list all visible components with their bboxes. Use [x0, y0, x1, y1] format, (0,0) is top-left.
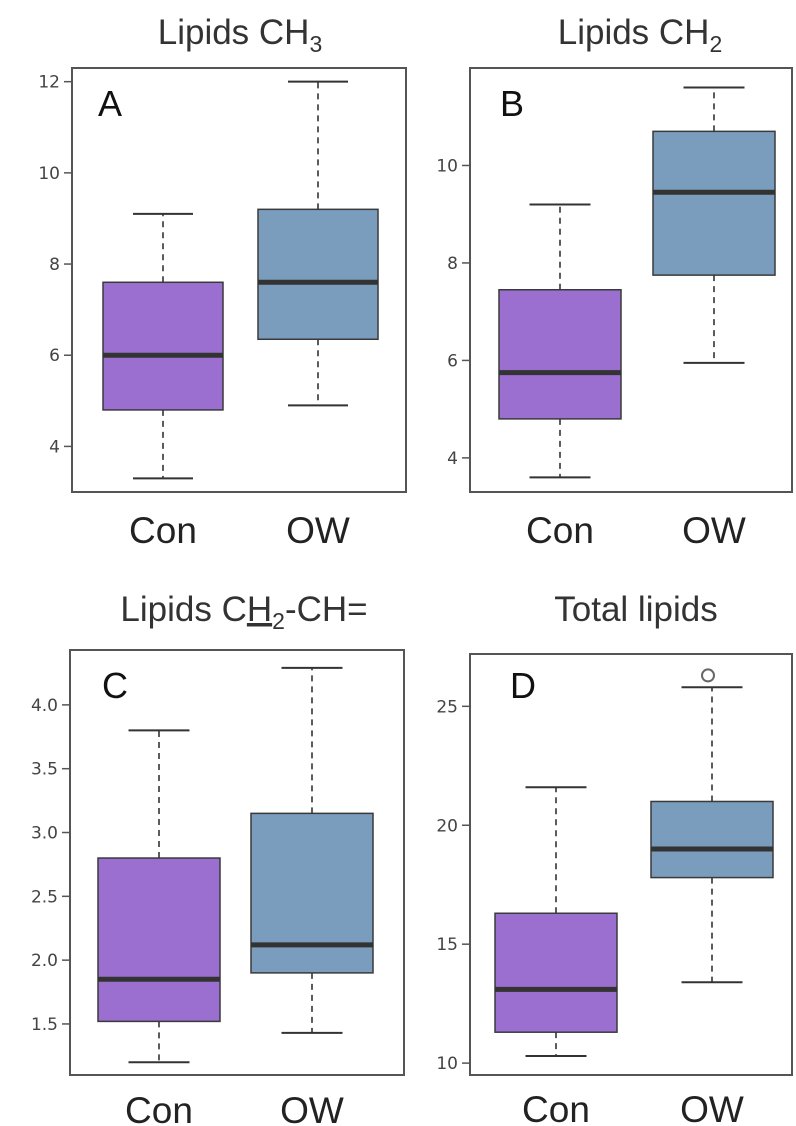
panel-title: Lipids CH2: [558, 13, 723, 57]
category-label: Con: [526, 510, 594, 551]
category-label: OW: [682, 510, 746, 551]
panel-c: Lipids CH2-CH= C 1.5 2.0 2.5 3.0 3.5 4.0 Con OW: [31, 590, 405, 1126]
box-ow: [650, 668, 774, 984]
iqr-box: [102, 281, 224, 411]
panel-b: Lipids CH2 B 4 6 8 10 Con OW: [436, 13, 793, 551]
plot-frame: [71, 67, 407, 493]
iqr-box: [257, 208, 379, 341]
y-tick-label: 3.0: [31, 824, 58, 844]
title-subscript: 2: [272, 608, 285, 634]
panel-title: Lipids CH2-CH=: [120, 590, 367, 634]
y-tick-label: 8: [447, 254, 458, 274]
plot-frame: [469, 67, 793, 493]
y-tick-label: 6: [49, 346, 60, 366]
y-tick-label: 6: [447, 351, 458, 371]
category-label: OW: [280, 1090, 344, 1126]
plot-frame: [69, 649, 405, 1076]
panel-d: Total lipids D 10 15 20 25 Con OW: [436, 590, 793, 1126]
category-label: Con: [522, 1089, 590, 1126]
y-tick-label: 2.0: [31, 951, 58, 971]
box-ow: [257, 80, 379, 407]
y-tick-label: 25: [436, 697, 458, 717]
title-text: Lipids CH: [558, 13, 710, 52]
y-tick-label: 8: [49, 255, 60, 275]
title-text: Total lipids: [554, 590, 717, 629]
box-con: [102, 212, 224, 480]
panel-letter: C: [102, 665, 128, 706]
box-ow: [652, 86, 776, 364]
panel-title: Total lipids: [554, 590, 717, 629]
title-subscript: 3: [309, 31, 322, 57]
title-underlined-text: H: [247, 590, 272, 629]
panel-letter: A: [98, 83, 122, 124]
y-tick-label: 20: [436, 816, 458, 836]
iqr-box: [250, 812, 374, 974]
iqr-box: [97, 857, 221, 1023]
y-tick-label: 4: [447, 449, 458, 469]
panel-title: Lipids CH3: [158, 13, 323, 57]
y-tick-label: 4: [49, 437, 60, 457]
title-tail: -CH=: [285, 590, 368, 629]
y-tick-label: 3.5: [31, 760, 58, 780]
panel-letter: B: [500, 83, 524, 124]
box-ow: [250, 666, 374, 1034]
category-label: OW: [680, 1089, 744, 1126]
title-text: Lipids C: [120, 590, 246, 629]
y-tick-label: 4.0: [31, 696, 58, 716]
y-tick-label: 10: [436, 156, 458, 176]
iqr-box: [498, 288, 622, 420]
panel-a: Lipids CH3 A 4 6 8 10 12 Con OW: [38, 13, 407, 551]
box-con: [494, 786, 618, 1057]
plot-frame: [469, 653, 793, 1076]
y-tick-label: 1.5: [31, 1015, 58, 1035]
iqr-box: [650, 800, 774, 879]
outlier-point: [701, 668, 715, 683]
category-label: Con: [129, 510, 197, 551]
iqr-box: [652, 130, 776, 276]
y-tick-label: 10: [38, 164, 60, 184]
y-tick-label: 15: [436, 935, 458, 955]
y-tick-label: 2.5: [31, 887, 58, 907]
title-subscript: 2: [709, 31, 722, 57]
category-label: Con: [125, 1090, 193, 1126]
panel-letter: D: [510, 665, 536, 706]
title-text: Lipids CH: [158, 13, 310, 52]
box-con: [97, 729, 221, 1064]
iqr-box: [494, 912, 618, 1033]
y-tick-label: 10: [436, 1054, 458, 1074]
box-con: [498, 203, 622, 479]
y-tick-label: 12: [38, 73, 60, 93]
category-label: OW: [286, 510, 350, 551]
